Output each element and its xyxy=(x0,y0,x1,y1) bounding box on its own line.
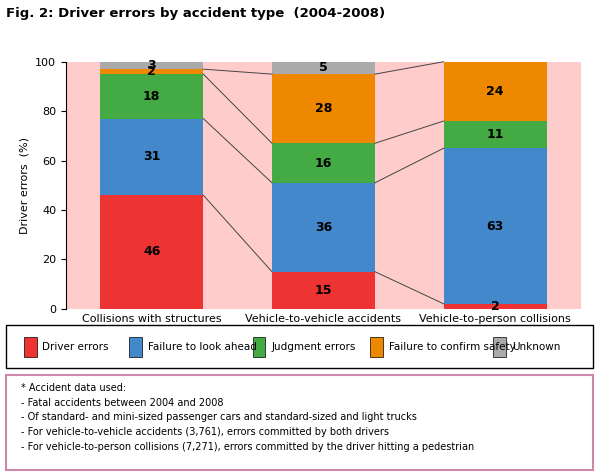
Text: 46: 46 xyxy=(143,246,161,258)
Text: 2: 2 xyxy=(491,300,500,313)
Text: 15: 15 xyxy=(314,284,332,297)
Text: 2: 2 xyxy=(147,65,156,78)
Bar xyxy=(444,62,547,121)
Bar xyxy=(444,304,547,309)
Text: 18: 18 xyxy=(143,90,161,103)
Text: 28: 28 xyxy=(314,102,332,115)
FancyBboxPatch shape xyxy=(6,375,593,470)
Text: 24: 24 xyxy=(486,85,504,98)
Text: Fig. 2: Driver errors by accident type  (2004-2008): Fig. 2: Driver errors by accident type (… xyxy=(6,7,385,20)
Text: Judgment errors: Judgment errors xyxy=(271,342,356,352)
Bar xyxy=(444,121,547,148)
Text: 36: 36 xyxy=(315,221,332,234)
Text: 16: 16 xyxy=(314,157,332,170)
Text: * Accident data used:
- Fatal accidents between 2004 and 2008
- Of standard- and: * Accident data used: - Fatal accidents … xyxy=(20,383,474,452)
Text: Unknown: Unknown xyxy=(512,342,561,352)
Bar xyxy=(272,62,375,74)
FancyBboxPatch shape xyxy=(23,337,37,357)
Bar xyxy=(100,62,203,69)
Bar xyxy=(272,272,375,309)
Bar xyxy=(100,119,203,195)
Bar xyxy=(272,74,375,143)
FancyBboxPatch shape xyxy=(6,325,593,368)
Bar xyxy=(444,148,547,304)
Text: 31: 31 xyxy=(143,151,161,163)
Text: 63: 63 xyxy=(486,219,504,232)
Bar xyxy=(100,74,203,119)
Text: 11: 11 xyxy=(486,128,504,141)
FancyBboxPatch shape xyxy=(253,337,265,357)
FancyBboxPatch shape xyxy=(493,337,506,357)
Bar xyxy=(100,69,203,74)
Bar xyxy=(272,143,375,183)
Text: Driver errors: Driver errors xyxy=(43,342,109,352)
Text: 3: 3 xyxy=(147,59,156,72)
FancyBboxPatch shape xyxy=(370,337,383,357)
Text: 5: 5 xyxy=(319,61,328,75)
Bar xyxy=(100,195,203,309)
Bar xyxy=(272,183,375,272)
Text: Failure to confirm safety: Failure to confirm safety xyxy=(389,342,516,352)
Y-axis label: Driver errors  (%): Driver errors (%) xyxy=(20,137,29,234)
FancyBboxPatch shape xyxy=(129,337,142,357)
Text: Failure to look ahead: Failure to look ahead xyxy=(148,342,257,352)
